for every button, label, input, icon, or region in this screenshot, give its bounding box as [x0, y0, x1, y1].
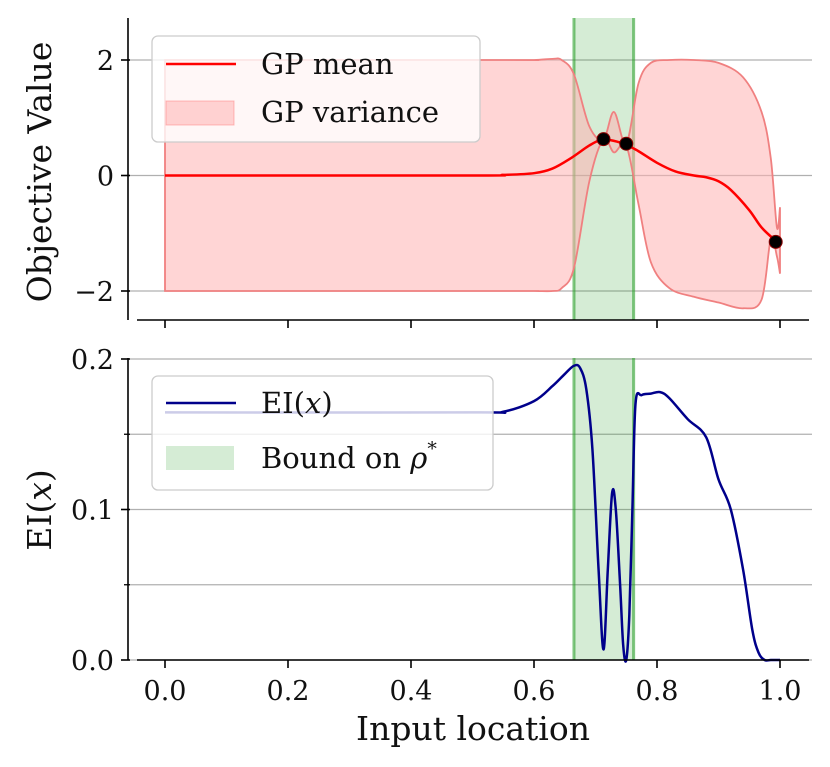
bottom-y-tick-label: 0.1 [71, 496, 114, 527]
ei-path [164, 363, 780, 663]
top-x-ticks [164, 320, 781, 328]
legend-swatch-bound [166, 446, 234, 470]
observation-points [596, 132, 783, 249]
top-y-axis-label: Objective Value [20, 42, 59, 303]
top-legend: GP mean GP variance [151, 35, 481, 143]
observation-point [619, 136, 634, 151]
bottom-x-tick-label: 0.4 [390, 676, 433, 707]
bottom-legend: EI(x) Bound on ρ* [151, 375, 494, 491]
top-y-tick-label: 0 [97, 162, 114, 193]
legend-swatch-gp-variance [165, 100, 235, 126]
top-y-tick-label: 2 [97, 46, 114, 77]
legend-label-bound: Bound on ρ* [261, 438, 437, 475]
bottom-bound-region [572, 358, 636, 660]
legend-label-ei: EI(x) [261, 386, 333, 420]
bottom-panel: 0.0 0.1 0.2 0.0 0.2 0.4 0.6 0.8 1.0 EI(x) Input… [20, 345, 812, 748]
bottom-x-tick-label: 0.2 [267, 676, 310, 707]
observation-point [596, 132, 611, 147]
bottom-x-tick-label: 0.6 [513, 676, 556, 707]
bottom-y-ticks: 0.0 0.1 0.2 [71, 345, 130, 677]
bottom-y-axis-label: EI(x) [20, 469, 59, 551]
bottom-x-tick-label: 0.8 [636, 676, 679, 707]
bottom-y-tick-label: 0.0 [71, 646, 114, 677]
top-axes [127, 18, 809, 321]
legend-label-gp-variance: GP variance [261, 95, 439, 129]
bottom-x-tick-label: 1.0 [759, 676, 802, 707]
top-y-tick-label: −2 [74, 277, 114, 308]
legend-label-gp-mean: GP mean [261, 47, 394, 81]
top-y-ticks: −2 0 2 [74, 46, 130, 308]
ei-line [164, 363, 780, 663]
bottom-x-tick-label: 0.0 [144, 676, 187, 707]
observation-point [768, 234, 783, 249]
bottom-bound-fill [573, 358, 634, 660]
bottom-x-axis-label: Input location [356, 709, 590, 748]
bottom-legend-frame [151, 375, 494, 491]
top-panel: −2 0 2 Objective Value GP mean GP variance [20, 18, 812, 328]
bottom-x-ticks: 0.0 0.2 0.4 0.6 0.8 1.0 [144, 660, 802, 707]
bottom-y-tick-label: 0.2 [71, 345, 114, 376]
